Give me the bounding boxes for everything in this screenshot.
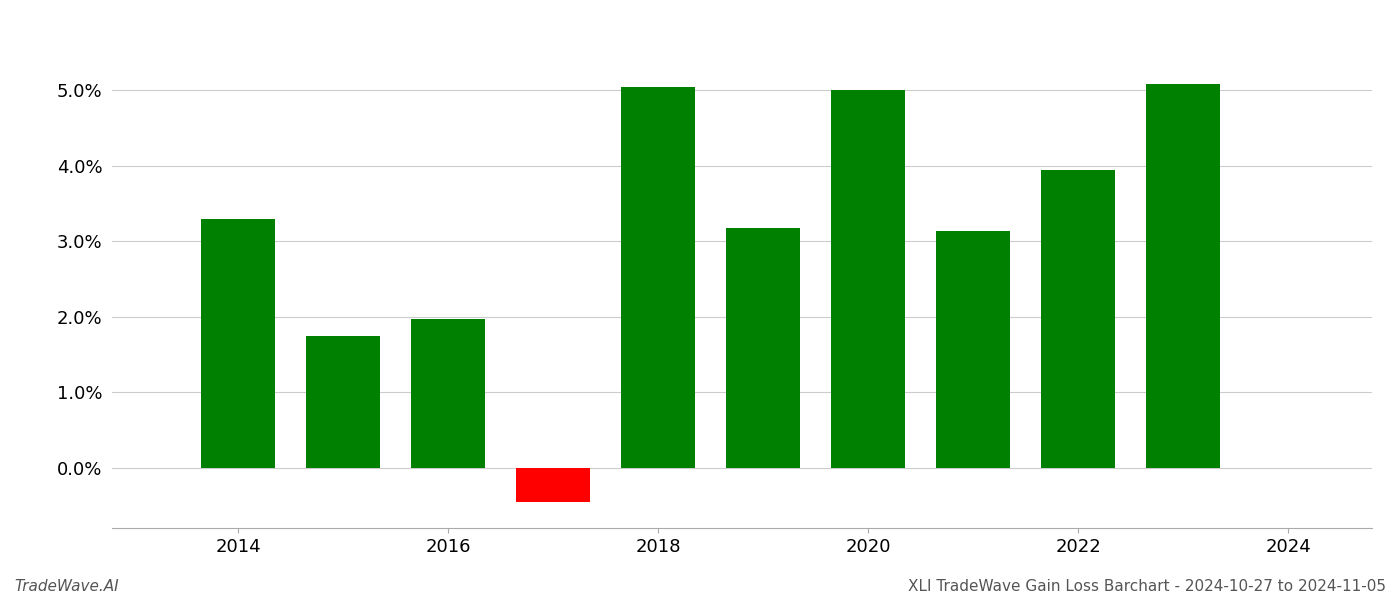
Text: TradeWave.AI: TradeWave.AI [14, 579, 119, 594]
Bar [937, 232, 1009, 467]
Bar [412, 319, 484, 467]
Bar [1042, 170, 1114, 467]
Bar [1147, 85, 1219, 467]
Text: XLI TradeWave Gain Loss Barchart - 2024-10-27 to 2024-11-05: XLI TradeWave Gain Loss Barchart - 2024-… [909, 579, 1386, 594]
Bar [622, 86, 694, 467]
Bar [832, 91, 904, 467]
Bar [727, 227, 799, 467]
Bar [517, 467, 589, 502]
Bar [307, 335, 379, 467]
Bar [202, 218, 274, 467]
